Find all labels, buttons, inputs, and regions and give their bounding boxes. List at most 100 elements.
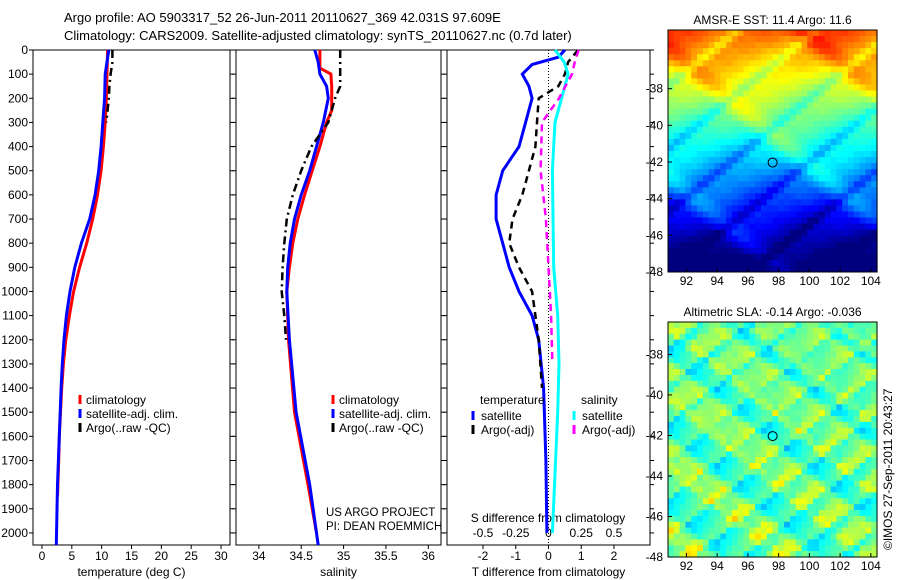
map-cell: [737, 187, 745, 194]
map-cell: [743, 235, 750, 243]
map-cell: [760, 42, 768, 49]
map-cell: [685, 480, 692, 488]
map-cell: [708, 427, 715, 435]
map-cell: [668, 199, 675, 206]
map-cell: [668, 386, 675, 394]
map-cell: [755, 187, 762, 194]
map-cell: [801, 211, 808, 219]
map-cell: [766, 60, 774, 67]
map-cell: [853, 468, 861, 476]
map-cell: [720, 265, 727, 273]
map-cell: [714, 229, 721, 237]
y-tick-label: -46: [646, 228, 664, 242]
map-cell: [853, 157, 861, 164]
map-cell: [679, 247, 686, 255]
map-cell: [807, 510, 814, 517]
map-cell: [679, 96, 686, 104]
map-cell: [784, 339, 791, 347]
y-tick-label: -42: [646, 428, 664, 442]
map-cell: [778, 72, 785, 79]
map-cell: [668, 175, 675, 182]
map-cell: [818, 205, 826, 212]
map-cell: [836, 445, 843, 452]
map-cell: [726, 54, 733, 61]
map-cell: [760, 144, 768, 152]
map-cell: [760, 175, 768, 182]
map-cell: [755, 463, 762, 470]
map-cell: [842, 439, 849, 446]
map-cell: [760, 199, 768, 206]
map-cell: [853, 66, 861, 73]
map-cell: [778, 504, 785, 511]
map-cell: [720, 163, 727, 170]
map-cell: [755, 54, 762, 61]
map-cell: [871, 126, 878, 134]
map-cell: [679, 527, 686, 535]
map-cell: [749, 386, 756, 394]
map-cell: [691, 108, 698, 116]
map-cell: [824, 241, 832, 249]
legend-label: satellite: [481, 409, 522, 423]
map-cell: [673, 205, 681, 212]
map-cell: [789, 181, 797, 188]
map-cell: [778, 545, 785, 552]
map-cell: [679, 223, 686, 231]
map-cell: [702, 322, 710, 329]
map-cell: [772, 144, 779, 152]
map-cell: [830, 163, 837, 170]
map-cell: [760, 445, 768, 452]
map-cell: [743, 54, 750, 61]
y-tick-label: -46: [646, 509, 664, 523]
map-cell: [824, 474, 832, 482]
map-cell: [749, 163, 756, 170]
map-cell: [702, 102, 710, 110]
map-cell: [737, 427, 745, 435]
map-cell: [766, 392, 774, 399]
map-cell: [760, 510, 768, 517]
map-cell: [702, 132, 710, 140]
map-cell: [766, 193, 774, 200]
map-cell: [731, 451, 739, 458]
map-cell: [673, 463, 681, 470]
map-cell: [813, 60, 820, 67]
map-cell: [801, 253, 808, 261]
map-cell: [801, 327, 808, 335]
map-cell: [714, 527, 721, 535]
map-cell: [789, 132, 797, 140]
map-cell: [813, 120, 820, 128]
map-cell: [842, 398, 849, 405]
map-cell: [673, 175, 681, 182]
map-cell: [842, 480, 849, 488]
map-cell: [824, 48, 832, 55]
map-cell: [702, 521, 710, 529]
map-cell: [778, 259, 785, 267]
map-cell: [830, 235, 837, 243]
map-cell: [731, 66, 739, 73]
map-cell: [871, 120, 878, 128]
map-cell: [755, 363, 762, 370]
map-cell: [685, 398, 692, 405]
map-cell: [673, 527, 681, 535]
map-cell: [668, 42, 675, 49]
map-cell: [766, 498, 774, 505]
map-cell: [789, 120, 797, 128]
map-cell: [818, 322, 826, 329]
map-cell: [824, 36, 832, 43]
map-cell: [697, 386, 704, 394]
y-tick-label: 400: [8, 140, 28, 154]
map-cell: [824, 235, 832, 243]
map-cell: [848, 427, 855, 435]
map-cell: [813, 253, 820, 261]
map-cell: [708, 510, 715, 517]
map-cell: [865, 253, 872, 261]
map-cell: [726, 247, 733, 255]
map-cell: [818, 241, 826, 249]
map-cell: [778, 163, 785, 170]
map-cell: [685, 157, 692, 164]
map-cell: [731, 265, 739, 273]
map-cell: [772, 445, 779, 452]
map-cell: [673, 327, 681, 335]
map-cell: [871, 30, 878, 37]
map-cell: [766, 78, 774, 85]
